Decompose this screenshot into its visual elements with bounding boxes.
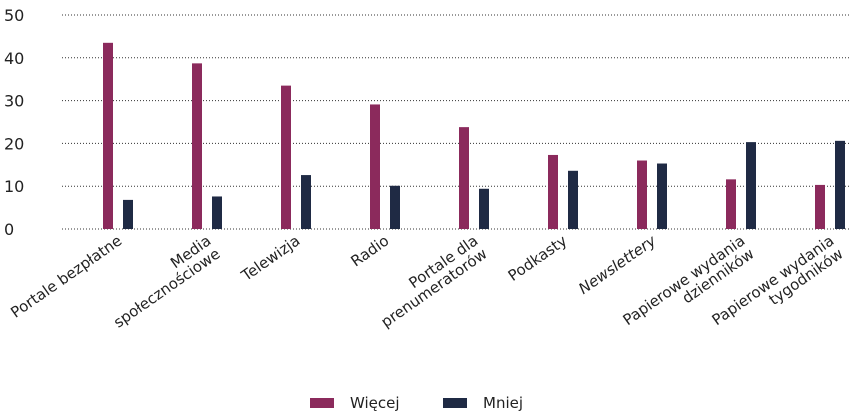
y-tick-label: 40	[4, 49, 24, 68]
category-label: Radio	[347, 232, 392, 271]
bar-wiecej-6	[637, 160, 647, 229]
legend-label-wiecej: Więcej	[350, 394, 400, 412]
category-label: Podkasty	[505, 231, 571, 284]
bar-mniej-1	[212, 196, 222, 229]
category-label: Telewizja	[237, 232, 303, 286]
x-axis-labels: Portale bezpłatne Mediaspołecznościowe Tel…	[7, 231, 846, 332]
grid-lines	[62, 14, 851, 230]
y-axis-ticks: 0 10 20 30 40 50	[4, 6, 24, 239]
bar-mniej-8	[835, 140, 845, 229]
bar-mniej-0	[123, 199, 133, 229]
bar-mniej-7	[746, 142, 756, 229]
legend-label-mniej: Mniej	[483, 394, 523, 412]
bar-mniej-5	[568, 170, 578, 229]
bar-mniej-2	[301, 175, 311, 229]
bar-wiecej-1	[192, 63, 202, 229]
bar-wiecej-5	[548, 154, 558, 229]
legend: Więcej Mniej	[310, 394, 523, 412]
bar-wiecej-2	[281, 85, 291, 230]
y-tick-label: 10	[4, 177, 24, 196]
legend-swatch-wiecej	[310, 398, 334, 408]
bar-mniej-3	[390, 185, 400, 229]
bar-mniej-6	[657, 163, 667, 229]
y-tick-label: 0	[4, 220, 14, 239]
bar-mniej-4	[479, 188, 489, 229]
bars	[103, 42, 845, 230]
y-tick-label: 50	[4, 6, 24, 25]
y-tick-label: 30	[4, 92, 24, 111]
y-tick-label: 20	[4, 134, 24, 153]
bar-wiecej-8	[815, 184, 825, 229]
bar-wiecej-3	[370, 104, 380, 229]
bar-wiecej-4	[459, 127, 469, 229]
legend-swatch-mniej	[443, 398, 467, 408]
category-label: Portale bezpłatne	[7, 232, 125, 322]
bar-wiecej-0	[103, 42, 113, 229]
bar-wiecej-7	[726, 179, 736, 229]
category-label: Newslettery	[575, 231, 660, 298]
